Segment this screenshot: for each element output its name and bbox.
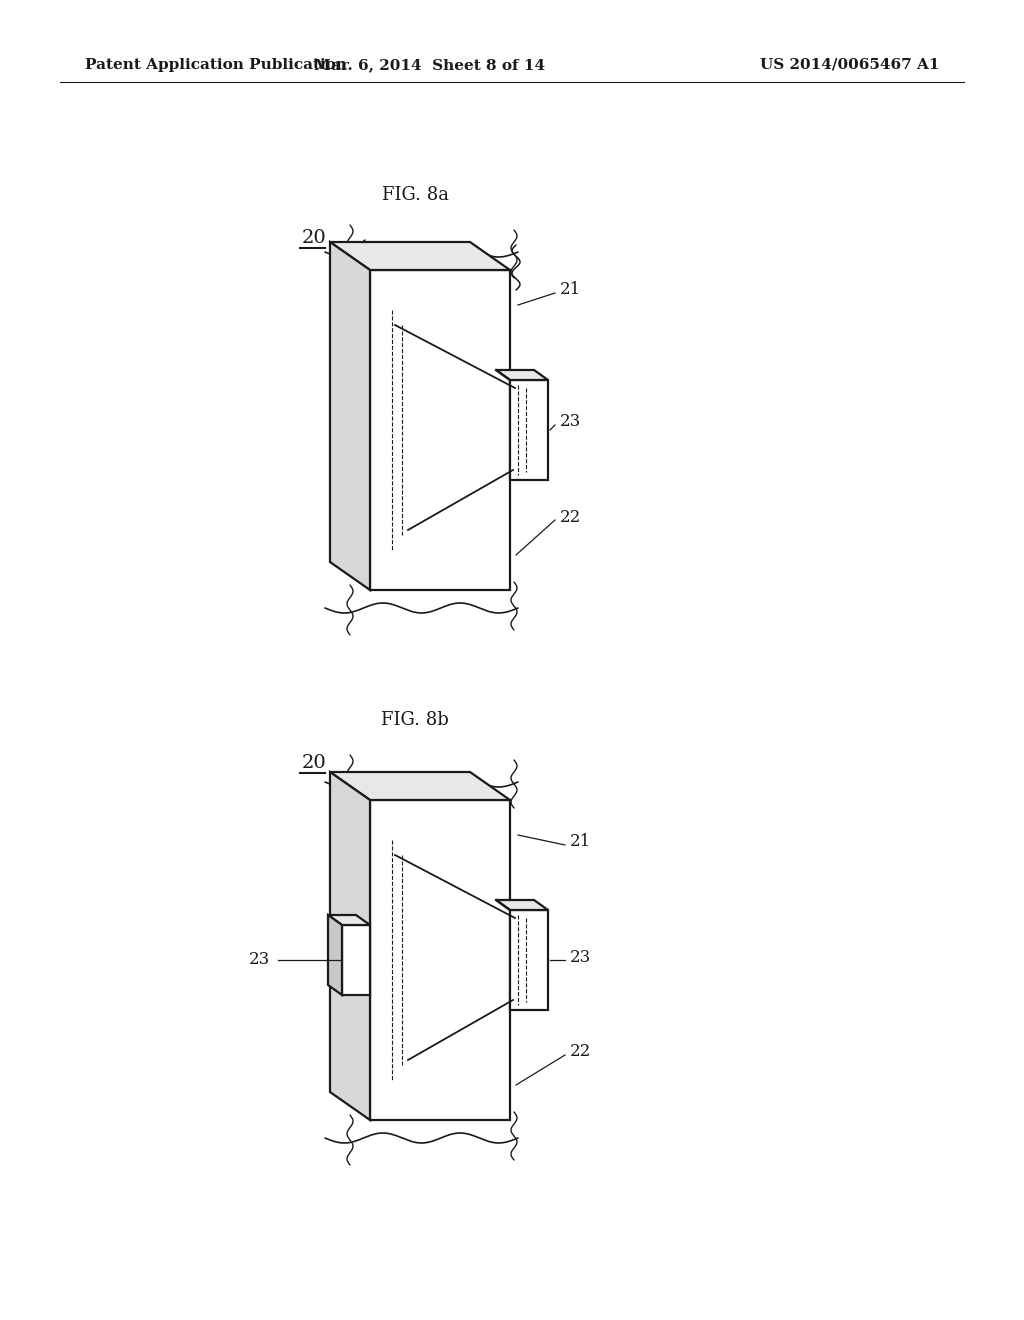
Polygon shape <box>328 915 342 995</box>
Polygon shape <box>370 800 510 1119</box>
Polygon shape <box>370 271 510 590</box>
Text: 23: 23 <box>570 949 591 965</box>
Text: 21: 21 <box>570 833 591 850</box>
Text: FIG. 8a: FIG. 8a <box>382 186 449 205</box>
Polygon shape <box>330 242 370 590</box>
Text: 23: 23 <box>249 952 270 969</box>
Text: 21: 21 <box>560 281 582 298</box>
Text: 23: 23 <box>560 413 582 430</box>
Polygon shape <box>330 772 370 1119</box>
Polygon shape <box>510 380 548 480</box>
Text: 22: 22 <box>570 1044 591 1060</box>
Polygon shape <box>330 242 510 271</box>
Text: 20: 20 <box>302 228 327 247</box>
Polygon shape <box>342 925 370 995</box>
Polygon shape <box>328 915 370 925</box>
Text: Mar. 6, 2014  Sheet 8 of 14: Mar. 6, 2014 Sheet 8 of 14 <box>314 58 546 73</box>
Polygon shape <box>330 772 510 800</box>
Text: US 2014/0065467 A1: US 2014/0065467 A1 <box>760 58 939 73</box>
Text: Patent Application Publication: Patent Application Publication <box>85 58 347 73</box>
Text: 22: 22 <box>560 508 582 525</box>
Polygon shape <box>496 900 548 909</box>
Text: FIG. 8b: FIG. 8b <box>381 711 449 729</box>
Polygon shape <box>496 370 548 380</box>
Text: 20: 20 <box>302 754 327 772</box>
Polygon shape <box>510 909 548 1010</box>
